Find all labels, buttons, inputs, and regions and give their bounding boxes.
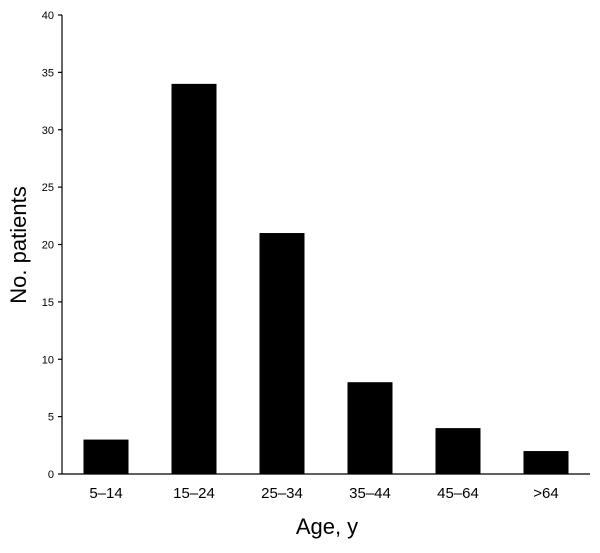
y-ticks-layer: 0 5 10 15 20 25 30 35 40 — [42, 10, 62, 481]
x-tick-label: >64 — [533, 485, 558, 502]
y-tick-label: 20 — [42, 240, 54, 252]
bar-1 — [83, 439, 129, 474]
bar-5 — [435, 428, 481, 474]
y-tick-label: 10 — [42, 354, 54, 366]
y-tick-label: 25 — [42, 182, 54, 194]
x-tick-label: 5–14 — [89, 485, 122, 502]
axes-layer — [61, 15, 590, 475]
bar-3 — [259, 233, 305, 474]
y-tick-label: 40 — [42, 10, 54, 22]
y-tick-label: 5 — [48, 412, 54, 424]
x-ticks-layer: 5–14 15–24 25–34 35–44 45–64 >64 — [89, 485, 558, 502]
x-tick-label: 45–64 — [437, 485, 479, 502]
y-tick-label: 35 — [42, 67, 54, 79]
bar-2 — [171, 83, 217, 474]
y-tick-label: 0 — [48, 469, 54, 481]
y-tick-label: 15 — [42, 297, 54, 309]
x-tick-label: 35–44 — [349, 485, 391, 502]
x-tick-label: 15–24 — [173, 485, 215, 502]
y-axis-title: No. patients — [6, 186, 31, 303]
x-axis-title: Age, y — [296, 514, 358, 539]
y-tick-label: 30 — [42, 125, 54, 137]
bars-layer — [83, 83, 569, 474]
x-tick-label: 25–34 — [261, 485, 303, 502]
bar-6 — [523, 451, 569, 474]
bar-4 — [347, 382, 393, 474]
